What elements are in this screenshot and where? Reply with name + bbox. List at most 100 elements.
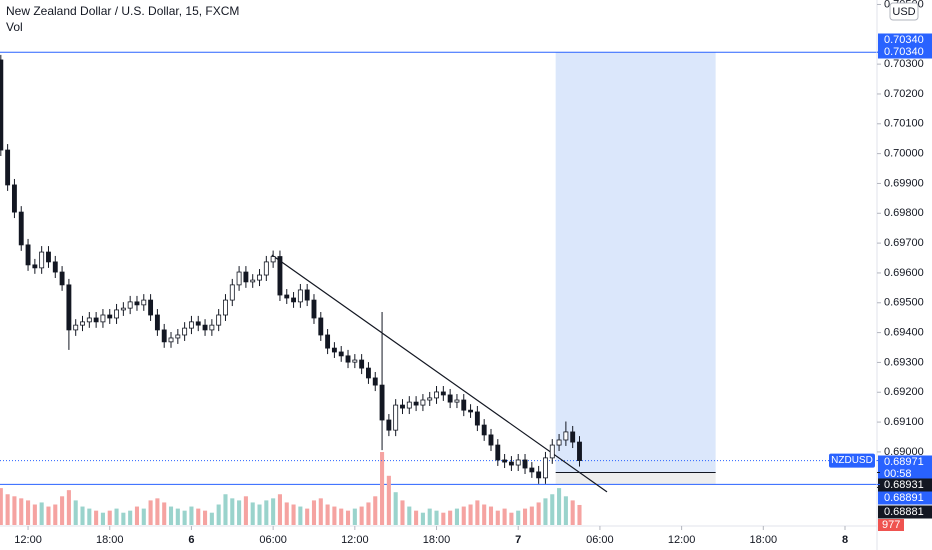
last-price-tag-label: 0.68971: [884, 456, 924, 468]
volume-bar: [325, 504, 330, 525]
candle-body: [250, 279, 256, 283]
volume-bar: [12, 496, 17, 525]
volume-bar: [550, 494, 555, 525]
candle-body: [175, 334, 181, 339]
volume-bar: [400, 500, 405, 525]
candle-body: [270, 256, 276, 263]
volume-bar: [339, 508, 344, 525]
candle-body: [345, 355, 351, 363]
candle-body: [427, 397, 433, 401]
candle-body: [488, 434, 494, 446]
volume-bar: [155, 498, 160, 525]
volume-bar: [434, 510, 439, 525]
candle-body: [243, 271, 249, 283]
y-tick-label: 0.70300: [884, 58, 924, 70]
y-tick-label: 0.70100: [884, 118, 924, 130]
candle-body: [502, 459, 508, 463]
candle-body: [474, 411, 480, 426]
volume-bar: [196, 508, 201, 525]
candle-body: [86, 317, 92, 323]
candle-body: [495, 444, 501, 461]
volume-bar: [32, 504, 37, 525]
candle-body: [263, 261, 269, 276]
currency-box: [889, 2, 919, 21]
volume-bar: [175, 508, 180, 525]
volume-bar: [148, 500, 153, 525]
candle-body: [141, 299, 147, 306]
y-tick-label: 0.69800: [884, 207, 924, 219]
volume-bar: [277, 494, 282, 525]
volume-bar: [522, 508, 528, 525]
target-tag-b-label: 0.70340: [884, 46, 924, 58]
volume-bar: [359, 506, 364, 525]
candle-body: [366, 367, 371, 379]
volume-bar: [162, 502, 167, 525]
y-tick-label: 0.69600: [884, 267, 924, 279]
bid-tag-box: [878, 505, 932, 519]
price-axis: 0.69000 0.69100 0.69200 0.69300 0.69400 0.695…: [877, 0, 932, 531]
y-tick-label: 0.69700: [884, 237, 924, 249]
volume-bar: [94, 510, 99, 525]
last-price-tag-box: [878, 455, 932, 469]
x-tick-label: 12:00: [14, 534, 42, 546]
volume-bar: [557, 488, 562, 525]
candle-body: [386, 419, 392, 431]
stop-tag-label: 0.68891: [884, 492, 924, 504]
x-tick-label: 7: [515, 534, 521, 546]
target-tag-b-box: [878, 45, 932, 59]
volume-bar: [141, 508, 146, 525]
volume-bar: [454, 508, 459, 525]
candle-body: [209, 324, 215, 331]
volume-bar: [134, 506, 140, 525]
loss-zone: [555, 472, 716, 485]
volume-bar: [264, 500, 269, 525]
volume-bar: [352, 508, 357, 525]
candle-body: [556, 439, 562, 446]
candle-body: [11, 184, 17, 213]
countdown: 00:58: [884, 468, 912, 480]
x-tick-label: 18:00: [96, 534, 124, 546]
volume-bar: [509, 512, 514, 525]
volume-bar: [461, 506, 466, 525]
candle-body: [304, 289, 310, 301]
candle-body: [161, 329, 167, 343]
volume-bar: [223, 494, 228, 525]
volume-bar: [66, 490, 71, 525]
volume-bar: [366, 502, 371, 525]
volume-bar: [332, 506, 337, 525]
y-tick-label: 0.69400: [884, 327, 924, 339]
candle-body: [577, 441, 582, 461]
volume-bar: [488, 506, 494, 525]
volume-bar: [168, 506, 174, 525]
y-tick-label: 0.70200: [884, 88, 924, 100]
volume-bar: [250, 502, 255, 525]
candle-body: [188, 321, 194, 329]
candle-body: [543, 457, 548, 479]
candle-body: [400, 404, 405, 409]
volume-bar: [19, 498, 24, 525]
volume-bar: [516, 510, 521, 525]
volume-bar: [291, 504, 296, 525]
volume-bar: [386, 475, 391, 525]
candle-body: [311, 299, 317, 319]
volume-bar: [0, 488, 3, 525]
volume-tag: 977: [882, 519, 900, 531]
candle-body: [461, 399, 467, 411]
candle-body: [549, 444, 555, 459]
candle-body: [0, 59, 4, 151]
candle-body: [100, 314, 106, 323]
candle-body: [570, 431, 576, 443]
volume-bar: [128, 510, 133, 525]
candle-body: [413, 401, 419, 406]
x-tick-label: 12:00: [668, 534, 696, 546]
candle-body: [447, 394, 453, 403]
candle-body: [223, 299, 228, 316]
currency-label: USD: [892, 6, 915, 18]
target-tag-a-label: 0.70340: [884, 34, 924, 46]
candle-body: [297, 289, 303, 303]
volume-bar: [203, 510, 208, 525]
volume-bar: [468, 504, 473, 525]
volume-bar: [107, 510, 112, 525]
